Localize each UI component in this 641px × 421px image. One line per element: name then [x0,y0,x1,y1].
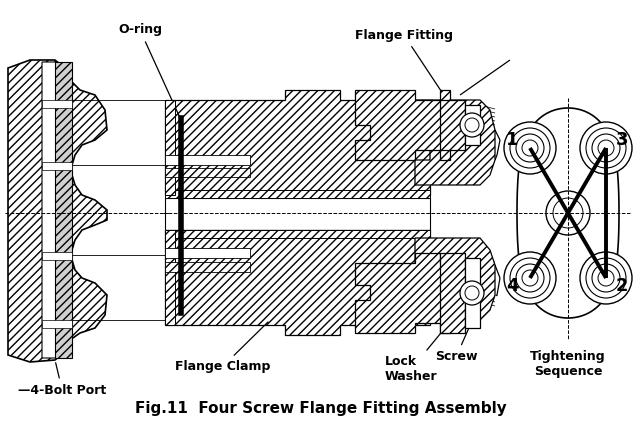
Text: Tightening
Sequence: Tightening Sequence [530,350,606,378]
Circle shape [546,191,590,235]
Circle shape [598,270,614,286]
Polygon shape [465,258,480,328]
Circle shape [504,122,556,174]
Polygon shape [165,190,430,198]
Text: 2: 2 [616,277,628,295]
Polygon shape [355,90,450,160]
Polygon shape [440,100,465,150]
Circle shape [516,134,544,162]
Circle shape [522,270,538,286]
Polygon shape [178,115,183,315]
Polygon shape [165,90,430,195]
Text: 4: 4 [506,277,519,295]
Circle shape [580,252,632,304]
Polygon shape [415,100,495,185]
Circle shape [465,118,479,132]
Polygon shape [165,230,175,325]
Polygon shape [42,162,72,170]
Circle shape [460,113,484,137]
Circle shape [510,258,550,298]
Text: 3: 3 [616,131,628,149]
Polygon shape [165,262,250,272]
Polygon shape [165,168,250,177]
Text: Screw: Screw [435,288,487,363]
Polygon shape [165,155,250,165]
Circle shape [592,134,620,162]
Polygon shape [165,230,430,238]
Polygon shape [355,253,450,333]
Circle shape [510,128,550,168]
Polygon shape [465,105,480,145]
Text: Flange Clamp: Flange Clamp [175,322,271,373]
Circle shape [592,264,620,292]
Polygon shape [165,248,250,258]
Polygon shape [517,108,619,318]
Text: —4-Bolt Port: —4-Bolt Port [18,363,106,397]
Polygon shape [165,100,175,195]
Circle shape [598,140,614,156]
Polygon shape [42,320,72,328]
Text: Lock
Washer: Lock Washer [385,302,466,383]
Polygon shape [165,198,430,230]
Polygon shape [440,253,465,333]
Circle shape [586,258,626,298]
Circle shape [465,286,479,300]
Circle shape [553,198,583,228]
Circle shape [586,128,626,168]
Circle shape [504,252,556,304]
Circle shape [522,140,538,156]
Text: 1: 1 [506,131,519,149]
Polygon shape [42,100,72,108]
Polygon shape [165,230,430,335]
Polygon shape [55,62,72,358]
Polygon shape [8,60,107,362]
Polygon shape [42,252,72,260]
Circle shape [460,281,484,305]
Circle shape [516,264,544,292]
Text: Flange Fitting: Flange Fitting [355,29,453,110]
Polygon shape [415,238,495,320]
Text: Fig.11  Four Screw Flange Fitting Assembly: Fig.11 Four Screw Flange Fitting Assembl… [135,400,507,416]
Polygon shape [42,62,72,358]
Text: O-ring: O-ring [118,24,180,117]
Circle shape [580,122,632,174]
